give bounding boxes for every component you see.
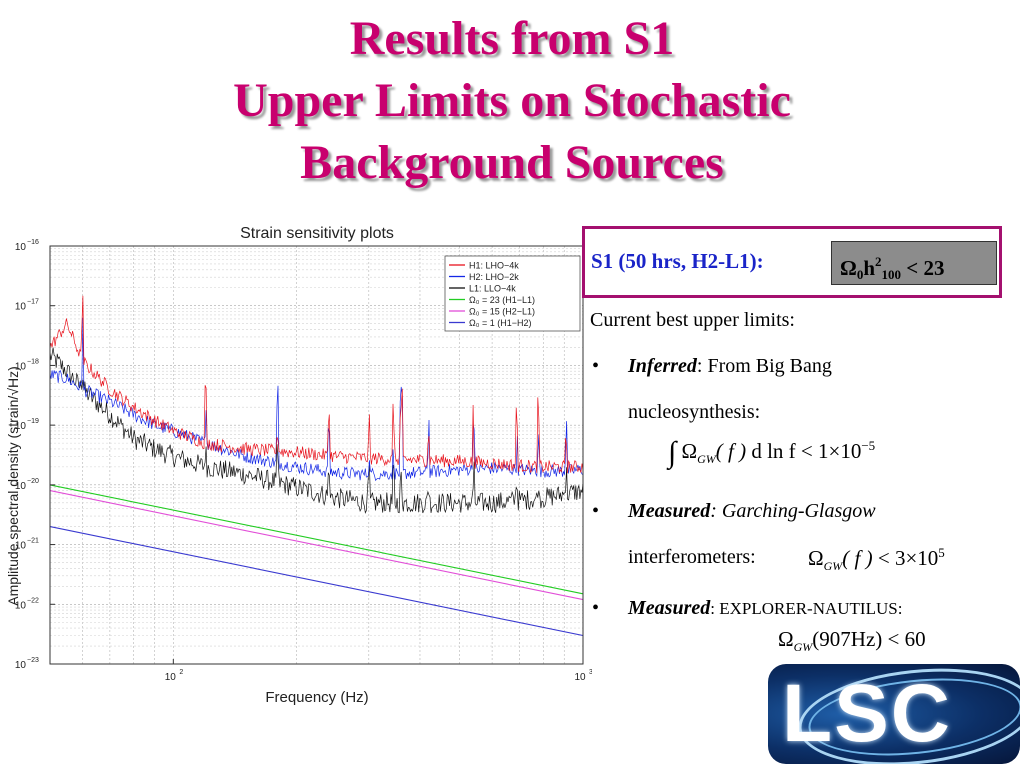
eq1-rest: d ln f < 1×10: [751, 439, 862, 463]
eq2-arg: ( f ): [842, 546, 873, 570]
legend-box: [444, 255, 581, 332]
y-tick-exponent: −16: [27, 239, 39, 246]
eq3-omega: Ω: [778, 627, 794, 651]
chart-ticks: 10−1610−1710−1810−1910−2010−2110−2210−23…: [15, 239, 592, 683]
s1-result-label: S1 (50 hrs, H2-L1):: [591, 249, 764, 273]
bullet-3: •: [592, 597, 600, 619]
x-tick-exponent: 2: [179, 669, 183, 676]
limit-item-2-text: : Garching-Glasgow: [710, 500, 876, 522]
y-tick-label: 10: [15, 302, 27, 313]
title-line-1: Results from S1: [349, 12, 675, 65]
series-line-4: [49, 490, 584, 601]
y-tick-exponent: −20: [27, 478, 39, 485]
series-line-5: [49, 526, 584, 637]
chart-svg: Strain sensitivity plots Frequency (Hz) …: [0, 216, 592, 708]
title-line-2: Upper Limits on Stochastic: [233, 74, 791, 127]
s1-result-box: S1 (50 hrs, H2-L1): Ω0h2100 < 23: [582, 226, 1002, 298]
h-symbol: h: [863, 256, 876, 280]
y-tick-label: 10: [15, 541, 27, 552]
y-tick-label: 10: [15, 242, 27, 253]
eq1-sub: GW: [697, 452, 716, 467]
y-tick-exponent: −21: [27, 538, 39, 545]
limits-heading: Current best upper limits:: [590, 309, 795, 331]
bullet-2: •: [592, 500, 600, 522]
limit-item-3: Measured: EXPLORER-NAUTILUS:: [628, 597, 902, 620]
integral-symbol: ∫: [668, 436, 677, 469]
legend-label: H1: LHO−4k: [469, 261, 519, 271]
limit-text: < 23: [901, 256, 945, 280]
equation-3: ΩGW(907Hz) < 60: [778, 627, 926, 655]
logo-text: LSC: [782, 668, 952, 759]
plot-frame: [49, 245, 584, 665]
y-tick-label: 10: [15, 600, 27, 611]
limit-item-1-kind: Inferred: [628, 355, 697, 377]
eq2-exp: 5: [938, 545, 945, 560]
y-tick-exponent: −22: [27, 597, 39, 604]
legend-label: L1: LLO−4k: [469, 284, 516, 294]
omega-subscript: 0: [856, 267, 864, 282]
y-tick-label: 10: [15, 660, 27, 671]
omega-symbol: Ω: [840, 256, 857, 280]
equation-1: ∫ ΩGW( f ) d ln f < 1×10−5: [668, 436, 875, 470]
h-superscript: 2: [875, 254, 882, 269]
eq1-arg: ( f ): [715, 439, 747, 463]
slide-title: Results from S1 Upper Limits on Stochast…: [0, 8, 1024, 194]
series-line-0: [49, 295, 584, 474]
series-line-2: [49, 347, 584, 514]
x-tick-label: 10: [165, 672, 177, 683]
y-tick-label: 10: [15, 421, 27, 432]
legend-label: Ω₀ = 1 (H1−H2): [469, 318, 532, 328]
eq1-omega: Ω: [681, 439, 698, 463]
legend-label: Ω₀ = 23 (H1−L1): [469, 295, 535, 305]
x-tick-label: 10: [574, 672, 586, 683]
eq3-arg: (907Hz): [812, 627, 883, 651]
title-line-3: Background Sources: [300, 136, 724, 189]
y-tick-exponent: −17: [27, 299, 39, 306]
eq3-rest: < 60: [887, 627, 926, 651]
strain-sensitivity-chart: Strain sensitivity plots Frequency (Hz) …: [0, 216, 592, 708]
limit-item-1-text: : From Big Bang: [696, 355, 832, 377]
limit-item-2: Measured: Garching-Glasgow: [628, 500, 876, 523]
limit-item-3-kind: Measured: [628, 597, 711, 619]
legend-label: Ω₀ = 15 (H2−L1): [469, 307, 535, 317]
eq2-sub: GW: [823, 559, 843, 574]
chart-xlabel: Frequency (Hz): [265, 689, 368, 706]
legend-label: H2: LHO−2k: [469, 272, 519, 282]
y-tick-exponent: −23: [27, 657, 39, 664]
y-tick-label: 10: [15, 481, 27, 492]
chart-ylabel: Amplitude spectral density (strain/√Hz): [5, 366, 21, 606]
limit-item-1-cont: nucleosynthesis:: [628, 401, 761, 423]
chart-series: [49, 295, 584, 637]
lsc-logo: LSC: [768, 664, 1020, 764]
eq3-sub: GW: [793, 640, 813, 655]
chart-title: Strain sensitivity plots: [240, 225, 394, 242]
bullet-1: •: [592, 355, 600, 377]
eq1-exp: −5: [861, 438, 876, 453]
series-line-3: [49, 484, 584, 595]
limit-item-3-text: : EXPLORER-NAUTILUS:: [710, 599, 903, 618]
y-tick-exponent: −18: [27, 358, 39, 365]
y-tick-label: 10: [15, 361, 27, 372]
limit-item-2-kind: Measured: [628, 500, 711, 522]
s1-result-value: Ω0h2100 < 23: [831, 241, 997, 285]
series-line-1: [49, 317, 584, 482]
h-subscript: 100: [881, 267, 902, 282]
limit-item-2-cont: interferometers:: [628, 546, 756, 568]
x-tick-exponent: 3: [589, 669, 592, 676]
equation-2: ΩGW( f ) < 3×105: [808, 545, 945, 574]
eq2-rest: < 3×10: [877, 546, 939, 570]
y-tick-exponent: −19: [27, 418, 39, 425]
eq2-omega: Ω: [808, 546, 824, 570]
limit-item-1: Inferred: From Big Bang: [628, 355, 832, 378]
